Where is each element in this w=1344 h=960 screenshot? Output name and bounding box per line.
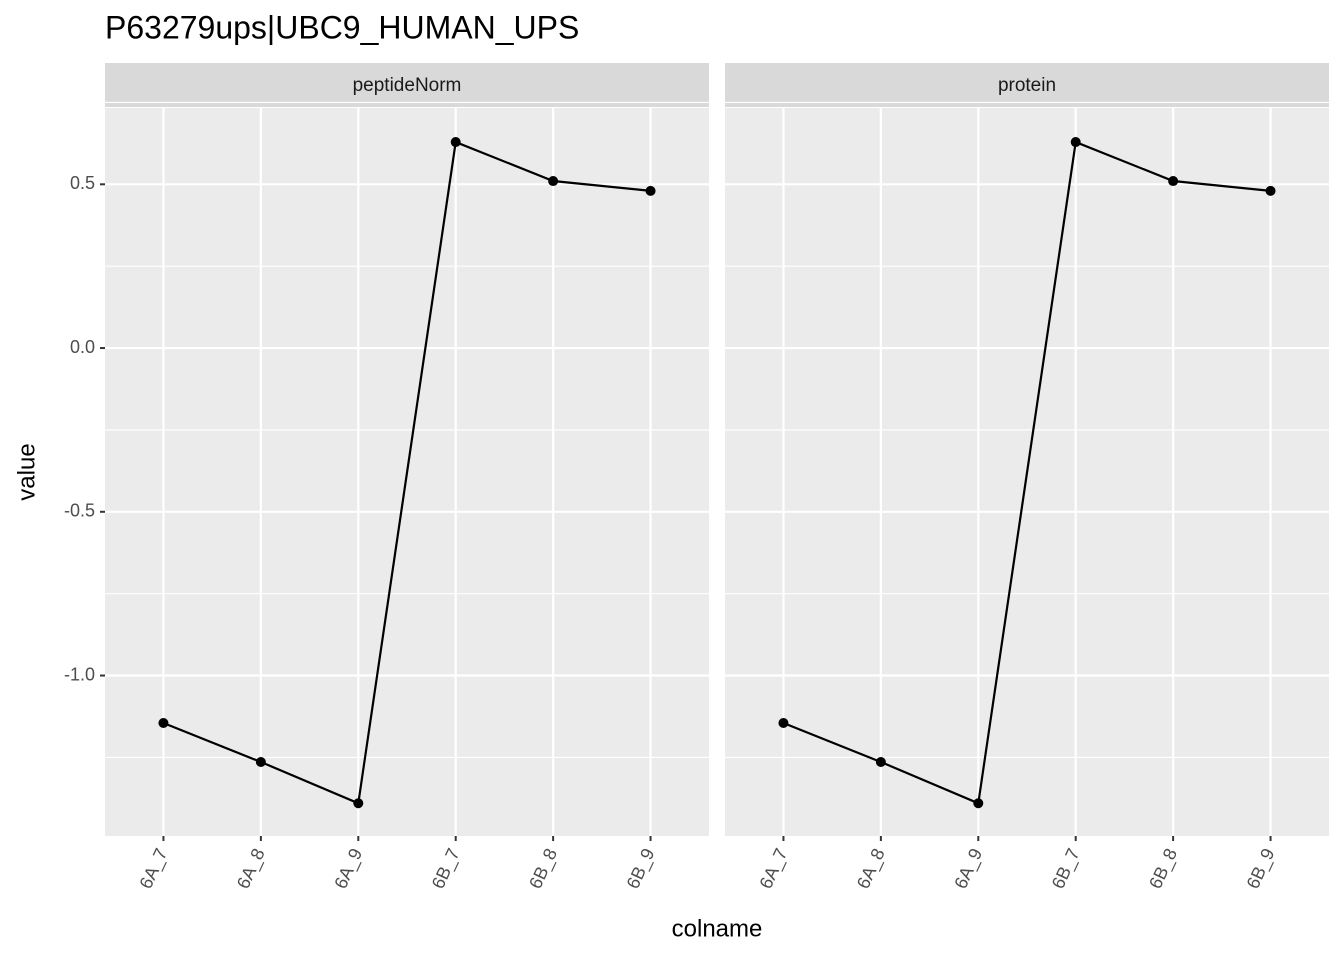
line — [163, 140, 651, 805]
x-tick-label: 6B_9 — [623, 845, 660, 892]
y-tick-label: -1.0 — [64, 664, 95, 684]
point — [778, 718, 789, 729]
strip-label: protein — [998, 75, 1056, 96]
point — [875, 756, 886, 767]
x-tick-label: 6A_8 — [853, 845, 890, 892]
point — [1168, 176, 1179, 187]
y-tick-label: -0.5 — [64, 501, 95, 521]
x-tick-label: 6B_7 — [428, 845, 465, 892]
x-tick-label: 6B_8 — [525, 845, 562, 892]
x-tick-label: 6A_7 — [135, 845, 172, 892]
y-axis-title: value — [13, 443, 40, 500]
point — [255, 756, 266, 767]
x-tick-label: 6B_8 — [1145, 845, 1182, 892]
strip-background — [105, 63, 709, 107]
point — [973, 798, 984, 809]
y-tick-label: 0.0 — [70, 337, 95, 357]
x-tick-label: 6B_9 — [1243, 845, 1280, 892]
x-tick-label: 6A_9 — [950, 845, 987, 892]
point — [158, 718, 169, 729]
x-axis-title: colname — [672, 915, 763, 942]
x-tick-label: 6A_7 — [755, 845, 792, 892]
point — [1070, 137, 1081, 148]
strip-label: peptideNorm — [353, 75, 462, 96]
x-tick-label: 6A_8 — [233, 845, 270, 892]
x-tick-label: 6B_7 — [1048, 845, 1085, 892]
point — [645, 185, 656, 196]
y-tick-label: 0.5 — [70, 173, 95, 193]
point — [353, 798, 364, 809]
point — [1265, 185, 1276, 196]
x-tick-label: 6A_9 — [330, 845, 367, 892]
point — [450, 137, 461, 148]
chart-title: P63279ups|UBC9_HUMAN_UPS — [105, 9, 579, 45]
strip-background — [725, 63, 1329, 107]
point — [548, 176, 559, 187]
line — [783, 140, 1271, 805]
